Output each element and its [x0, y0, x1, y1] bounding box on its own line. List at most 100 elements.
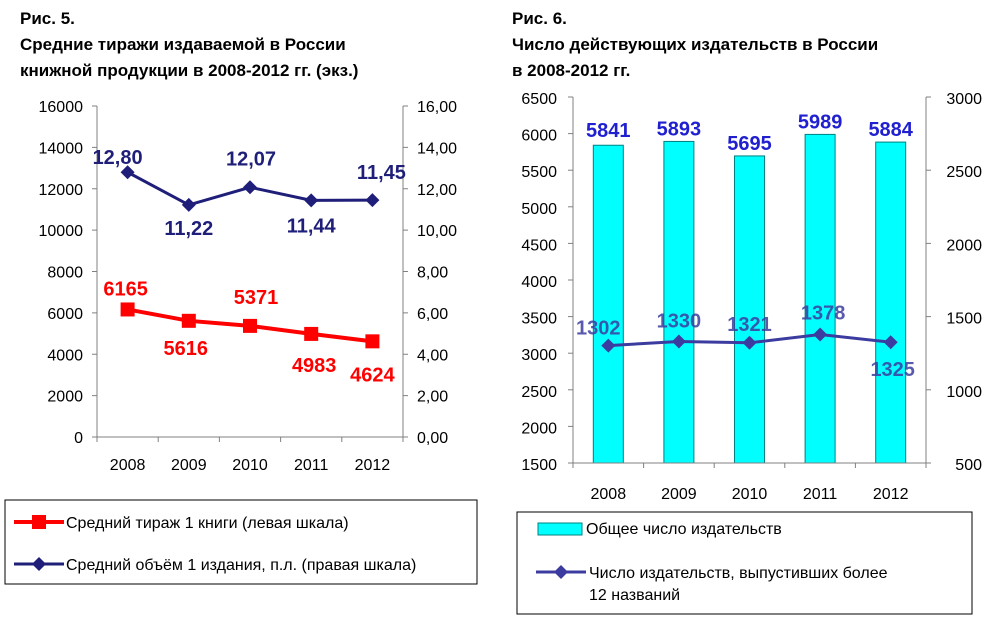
legend-bar-swatch — [537, 522, 583, 536]
right-tick-label: 14,00 — [417, 140, 457, 157]
red-data-label: 5616 — [164, 338, 209, 360]
red-point — [243, 318, 257, 333]
left-tick-label: 5500 — [521, 164, 557, 181]
chart-5-svg: 0 2000 4000 6000 8000 10000 12000 14000 16000 0,0… — [4, 99, 478, 585]
right-tick-label: 8,00 — [417, 265, 448, 282]
figure-5-title: Рис. 5. Средние тиражи издаваемой в Росс… — [20, 6, 358, 84]
bar — [592, 144, 624, 464]
publishers-data-label: 1302 — [576, 318, 621, 340]
red-point — [181, 313, 196, 328]
bar-data-label: 5695 — [727, 133, 772, 155]
legend-box — [516, 511, 973, 615]
figure-6-chart-title: Число действующих издательств в России в… — [512, 35, 879, 80]
blue-data-label: 12,07 — [226, 148, 276, 170]
left-tick-label: 1500 — [521, 457, 557, 474]
left-tick-label: 16000 — [39, 99, 84, 116]
right-tick-label: 1000 — [946, 384, 982, 401]
left-tick-label: 4500 — [521, 237, 557, 254]
right-tick-label: 2500 — [946, 164, 982, 181]
chart-6-svg: 1500 2000 2500 3000 3500 4000 4500 5000 5500 6000… — [516, 91, 982, 615]
bar — [663, 140, 695, 464]
left-tick-label: 4000 — [521, 274, 557, 291]
right-tick-label: 10,00 — [417, 223, 457, 240]
left-tick-label: 12000 — [39, 182, 84, 199]
bar — [875, 141, 907, 464]
right-tick-label: 0,00 — [417, 430, 448, 447]
red-point — [120, 302, 135, 317]
left-tick-label: 8000 — [47, 265, 83, 282]
x-tick-label: 2008 — [110, 457, 146, 474]
blue-point — [243, 180, 257, 195]
red-data-label: 4983 — [292, 355, 337, 377]
figure-6: Рис. 6. Число действующих издательств в … — [500, 0, 1000, 618]
legend-blue-label: Средний объём 1 издания, п.л. (правая шк… — [66, 557, 416, 574]
left-tick-label: 3500 — [521, 311, 557, 328]
x-tick-label: 2012 — [873, 486, 909, 503]
bar-data-label: 5841 — [586, 120, 631, 142]
left-tick-label: 5000 — [521, 201, 557, 218]
bar-data-label: 5893 — [657, 118, 702, 140]
left-tick-label: 0 — [74, 430, 83, 447]
left-tick-label: 14000 — [39, 140, 84, 157]
right-tick-label: 4,00 — [417, 347, 448, 364]
x-tick-label: 2010 — [732, 486, 768, 503]
right-tick-label: 2,00 — [417, 389, 448, 406]
right-tick-label: 3000 — [946, 91, 982, 108]
publishers-point — [601, 338, 616, 353]
x-tick-label: 2009 — [661, 486, 697, 503]
left-tick-label: 6000 — [521, 128, 557, 145]
left-tick-label: 2500 — [521, 384, 557, 401]
right-tick-label: 500 — [955, 457, 982, 474]
blue-point — [365, 193, 380, 208]
figure-5-chart-title: Средние тиражи издаваемой в России книжн… — [20, 35, 359, 80]
left-tick-label: 2000 — [521, 420, 557, 437]
red-data-label: 5371 — [234, 287, 279, 309]
x-tick-label: 2008 — [591, 486, 627, 503]
publishers-point — [671, 334, 686, 349]
right-tick-label: 16,00 — [417, 99, 457, 116]
blue-point — [120, 165, 135, 180]
left-tick-label: 6000 — [47, 306, 83, 323]
left-tick-label: 6500 — [521, 91, 557, 108]
legend-red-marker — [32, 515, 46, 529]
red-point — [304, 326, 319, 341]
figure-5: Рис. 5. Средние тиражи издаваемой в Росс… — [4, 6, 478, 585]
publishers-point — [813, 327, 828, 342]
publishers-point — [883, 335, 898, 350]
blue-point — [304, 193, 319, 208]
left-tick-label: 4000 — [47, 347, 83, 364]
publishers-data-label: 1378 — [801, 302, 846, 324]
x-tick-label: 2011 — [803, 486, 838, 503]
legend-line-label: Число издательств, выпустивших более 12 н… — [589, 565, 888, 604]
bar — [734, 155, 765, 464]
blue-data-label: 11,22 — [164, 218, 213, 240]
publishers-data-label: 1325 — [870, 359, 915, 381]
x-tick-label: 2012 — [355, 457, 391, 474]
x-tick-label: 2010 — [232, 457, 268, 474]
left-tick-label: 3000 — [521, 347, 557, 364]
right-tick-label: 6,00 — [417, 306, 448, 323]
x-tick-label: 2009 — [171, 457, 207, 474]
legend-box — [4, 499, 478, 585]
figure-6-title: Рис. 6. Число действующих издательств в … — [512, 6, 878, 84]
left-tick-label: 2000 — [47, 389, 83, 406]
right-tick-label: 2000 — [946, 237, 982, 254]
right-tick-label: 12,00 — [417, 182, 457, 199]
bar-data-label: 5884 — [868, 119, 913, 141]
red-point — [365, 334, 380, 349]
bar-data-label: 5989 — [798, 111, 843, 133]
publishers-data-label: 1330 — [657, 310, 702, 332]
blue-data-label: 11,45 — [357, 162, 406, 184]
blue-data-label: 12,80 — [93, 147, 143, 169]
figure-5-label: Рис. 5. — [20, 9, 75, 28]
publishers-point — [742, 335, 757, 350]
bar — [804, 133, 836, 464]
blue-point — [181, 197, 196, 212]
x-tick-label: 2011 — [294, 457, 329, 474]
legend-blue-marker — [32, 557, 46, 571]
legend-bar-label: Общее число издательств — [586, 521, 782, 538]
publishers-data-label: 1321 — [727, 314, 772, 336]
left-tick-label: 10000 — [39, 223, 84, 240]
legend-line-marker — [554, 565, 568, 579]
right-tick-label: 1500 — [946, 311, 982, 328]
